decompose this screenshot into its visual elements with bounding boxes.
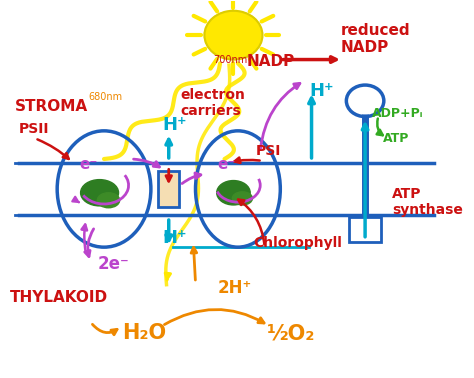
Text: 2H⁺: 2H⁺ xyxy=(218,279,252,297)
Text: 700nm: 700nm xyxy=(213,54,247,65)
Text: 2e⁻: 2e⁻ xyxy=(97,255,129,273)
Ellipse shape xyxy=(81,180,118,206)
Text: ATP
synthase: ATP synthase xyxy=(392,187,463,217)
Ellipse shape xyxy=(217,181,250,205)
FancyBboxPatch shape xyxy=(349,217,381,242)
Text: PSI: PSI xyxy=(256,144,281,158)
Text: H⁺: H⁺ xyxy=(162,116,187,134)
Text: NADP: NADP xyxy=(247,54,295,69)
Text: H⁺: H⁺ xyxy=(310,82,334,101)
Text: Chlorophyll: Chlorophyll xyxy=(254,236,342,250)
Text: H₂O: H₂O xyxy=(122,324,166,344)
Text: THYLAKOID: THYLAKOID xyxy=(10,290,109,305)
Text: electron
carriers: electron carriers xyxy=(180,88,245,118)
Text: ½O₂: ½O₂ xyxy=(267,324,315,344)
Text: PSII: PSII xyxy=(19,122,50,136)
Ellipse shape xyxy=(232,192,253,205)
FancyBboxPatch shape xyxy=(158,171,180,207)
Text: e⁻: e⁻ xyxy=(80,157,98,172)
Text: ADP+Pᵢ: ADP+Pᵢ xyxy=(372,107,423,121)
Text: reduced
NADP: reduced NADP xyxy=(340,23,410,55)
Text: e⁻: e⁻ xyxy=(218,157,236,172)
Ellipse shape xyxy=(97,193,119,208)
Text: STROMA: STROMA xyxy=(15,99,88,114)
Text: 680nm: 680nm xyxy=(89,92,123,102)
Text: ATP: ATP xyxy=(383,132,410,145)
Text: H⁺: H⁺ xyxy=(162,229,187,247)
Circle shape xyxy=(204,11,263,60)
